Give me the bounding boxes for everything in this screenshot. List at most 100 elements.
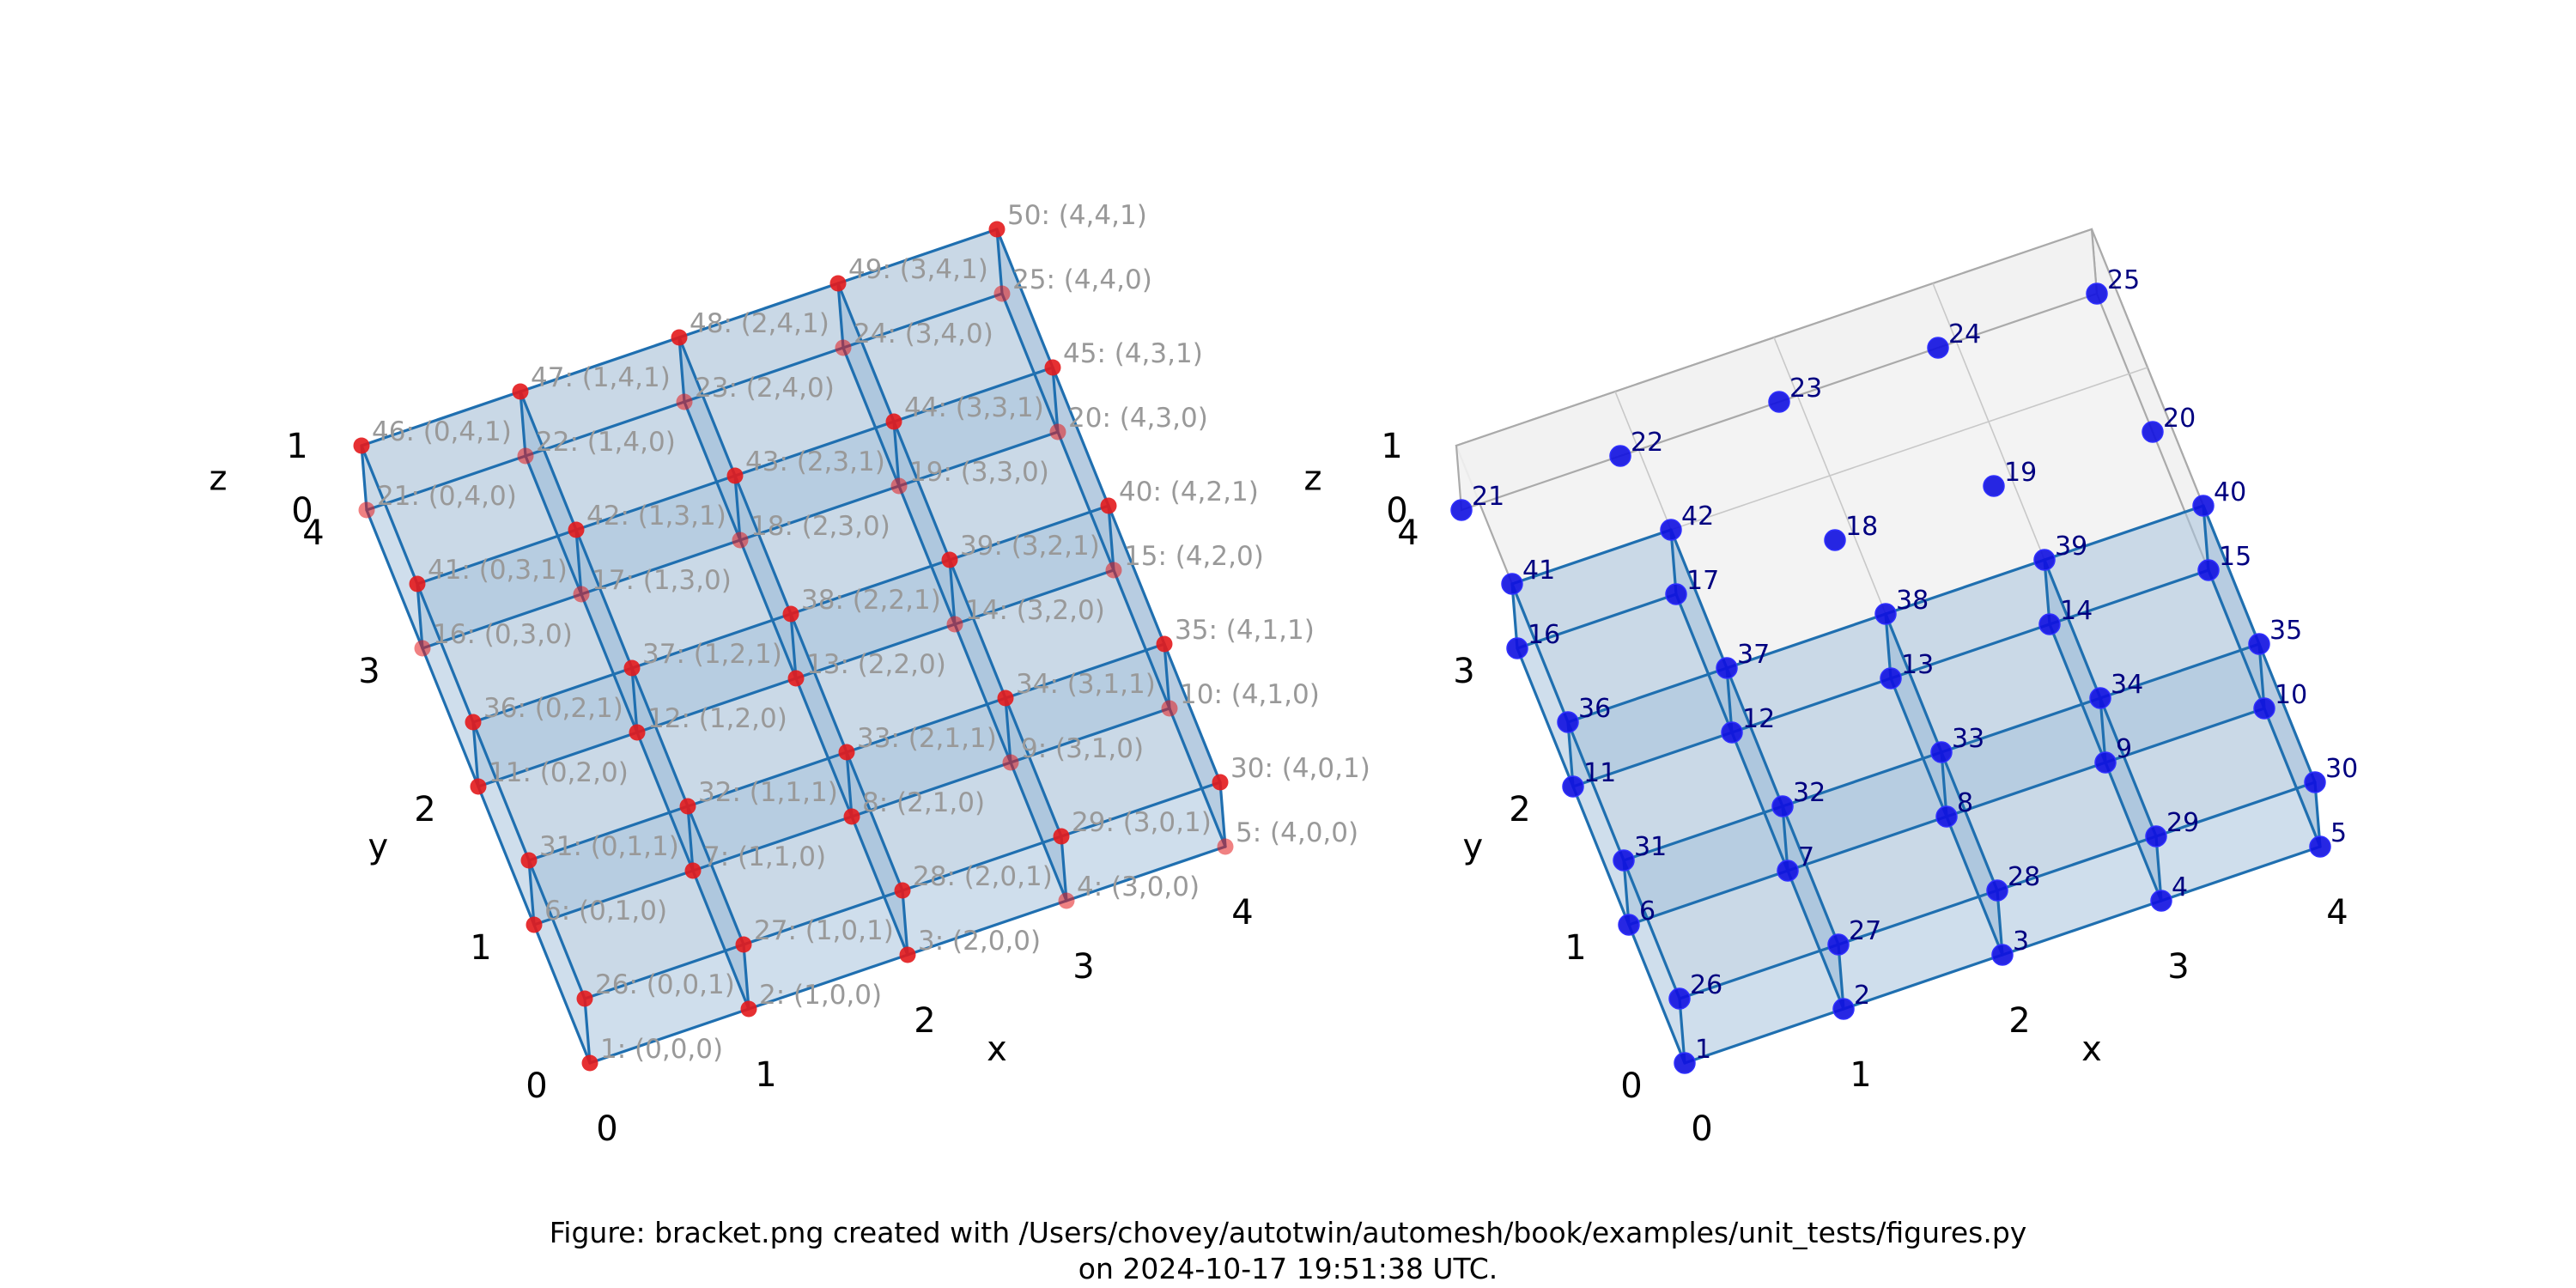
mesh-edge [1004, 642, 1166, 700]
node-label: 7 [1798, 842, 1814, 872]
left-3d-scatter-panel: 1: (0,0,0) 2: (1,0,0) 3: (2,0,0) 4: (3,0,0)… [210, 200, 1370, 1149]
mesh-edge [1683, 1007, 1845, 1065]
node-point [517, 447, 534, 465]
mesh-edge [995, 228, 1054, 369]
y-tick-label: 2 [1509, 790, 1530, 829]
caption-line-2: on 2024-10-17 19:51:38 UTC. [1078, 1252, 1498, 1285]
voxel-top-face [1886, 560, 2100, 752]
node-label: 22: (1,4,0) [536, 427, 676, 458]
mesh-edge [789, 612, 848, 754]
voxel-front-face [1997, 836, 2161, 955]
node-point [782, 605, 799, 623]
node-point [829, 275, 847, 292]
node-point [512, 383, 529, 400]
mesh-edge [892, 420, 901, 488]
mesh-edge [2099, 696, 2158, 838]
node-point [470, 778, 487, 795]
mesh-edge [588, 1007, 750, 1065]
node-label: 19: (3,3,0) [909, 457, 1049, 488]
node-label: 43: (2,3,1) [745, 447, 885, 477]
mesh-edge [1622, 805, 1784, 862]
mesh-edge [2257, 642, 2317, 784]
voxel-left-face [1512, 584, 1573, 787]
voxel-front-face [1005, 644, 1170, 762]
node-label: 12 [1742, 704, 1775, 734]
node-label: 36 [1578, 694, 1611, 724]
node-label: 10 [2275, 680, 2307, 710]
mesh-edge [1107, 504, 1115, 572]
mesh-edge [901, 835, 1063, 892]
node-point [573, 586, 590, 603]
node-point [899, 946, 916, 963]
mesh-edge [1000, 292, 1060, 434]
mesh-edge [1678, 943, 1840, 1000]
mesh-edge [845, 750, 854, 818]
node-label: 11 [1583, 758, 1616, 788]
mesh-edge [1945, 761, 2107, 818]
voxel-front-face [529, 806, 693, 925]
voxel-front-face [847, 698, 1011, 817]
mesh-edge [683, 400, 742, 542]
voxel-left-face [1727, 668, 1788, 871]
node-point [1156, 635, 1173, 653]
node-label: 8 [1957, 788, 1973, 818]
mesh-edge [1168, 707, 1227, 848]
mesh-edge [2104, 707, 2266, 764]
node-point [1450, 499, 1473, 521]
mesh-edge [2202, 504, 2261, 646]
node-label: 2: (1,0,0) [759, 980, 882, 1011]
node-point [1716, 657, 1738, 679]
mesh-edge [733, 474, 793, 616]
voxel-right-face [1109, 506, 1170, 708]
node-label: 28: (2,0,1) [913, 861, 1053, 892]
mesh-edge [733, 420, 896, 477]
node-label: 31 [1634, 832, 1667, 862]
node-point [1609, 445, 1631, 467]
mesh-edge [1730, 677, 1893, 734]
node-label: 35: (4,1,1) [1175, 615, 1315, 646]
mesh-edge [953, 568, 1115, 626]
node-point [1660, 519, 1682, 541]
mesh-edge [691, 815, 854, 872]
node-point [576, 990, 593, 1007]
node-label: 24 [1948, 319, 1981, 349]
y-tick-label: 1 [1564, 928, 1586, 968]
mesh-edge [897, 484, 957, 626]
voxel-front-face [950, 506, 1114, 624]
node-point [787, 670, 805, 687]
mesh-edge [477, 731, 639, 788]
mesh-edge [677, 336, 737, 477]
voxel-front-face [1838, 890, 2002, 1009]
mesh-edge [1940, 696, 2102, 754]
mesh-edge [2048, 623, 2107, 764]
mesh-edge [1781, 750, 1943, 808]
mesh-edge [1786, 869, 1845, 1011]
mesh-edge [2207, 568, 2266, 710]
mesh-edge [1009, 761, 1068, 902]
mesh-edge [416, 582, 475, 724]
node-point [885, 413, 902, 430]
mesh-edge [1889, 677, 1948, 818]
node-label: 14 [2060, 596, 2093, 626]
node-point [2089, 687, 2111, 709]
node-point [2094, 751, 2117, 774]
voxel-front-face [894, 368, 1058, 486]
node-label: 30 [2325, 754, 2358, 784]
node-point [671, 329, 688, 346]
node-point [1991, 944, 2014, 966]
node-label: 18 [1845, 512, 1878, 542]
mesh-edge [789, 558, 951, 616]
mesh-edge [519, 336, 681, 393]
right-3d-scatter-panel: 1234567891011121314151617181920212223242… [1304, 228, 2358, 1149]
mesh-edge [2001, 899, 2163, 957]
node-label: 34: (3,1,1) [1016, 669, 1156, 700]
mesh-edge [747, 953, 909, 1011]
voxel-front-face [2100, 644, 2264, 762]
mesh-edge [1163, 642, 1171, 710]
voxel-faces [361, 229, 1225, 1063]
node-label: 40 [2214, 477, 2246, 507]
node-point [1721, 721, 1743, 744]
node-label: 22 [1631, 428, 1663, 458]
node-label: 3 [2013, 927, 2029, 957]
voxel-left-face [2044, 560, 2105, 762]
